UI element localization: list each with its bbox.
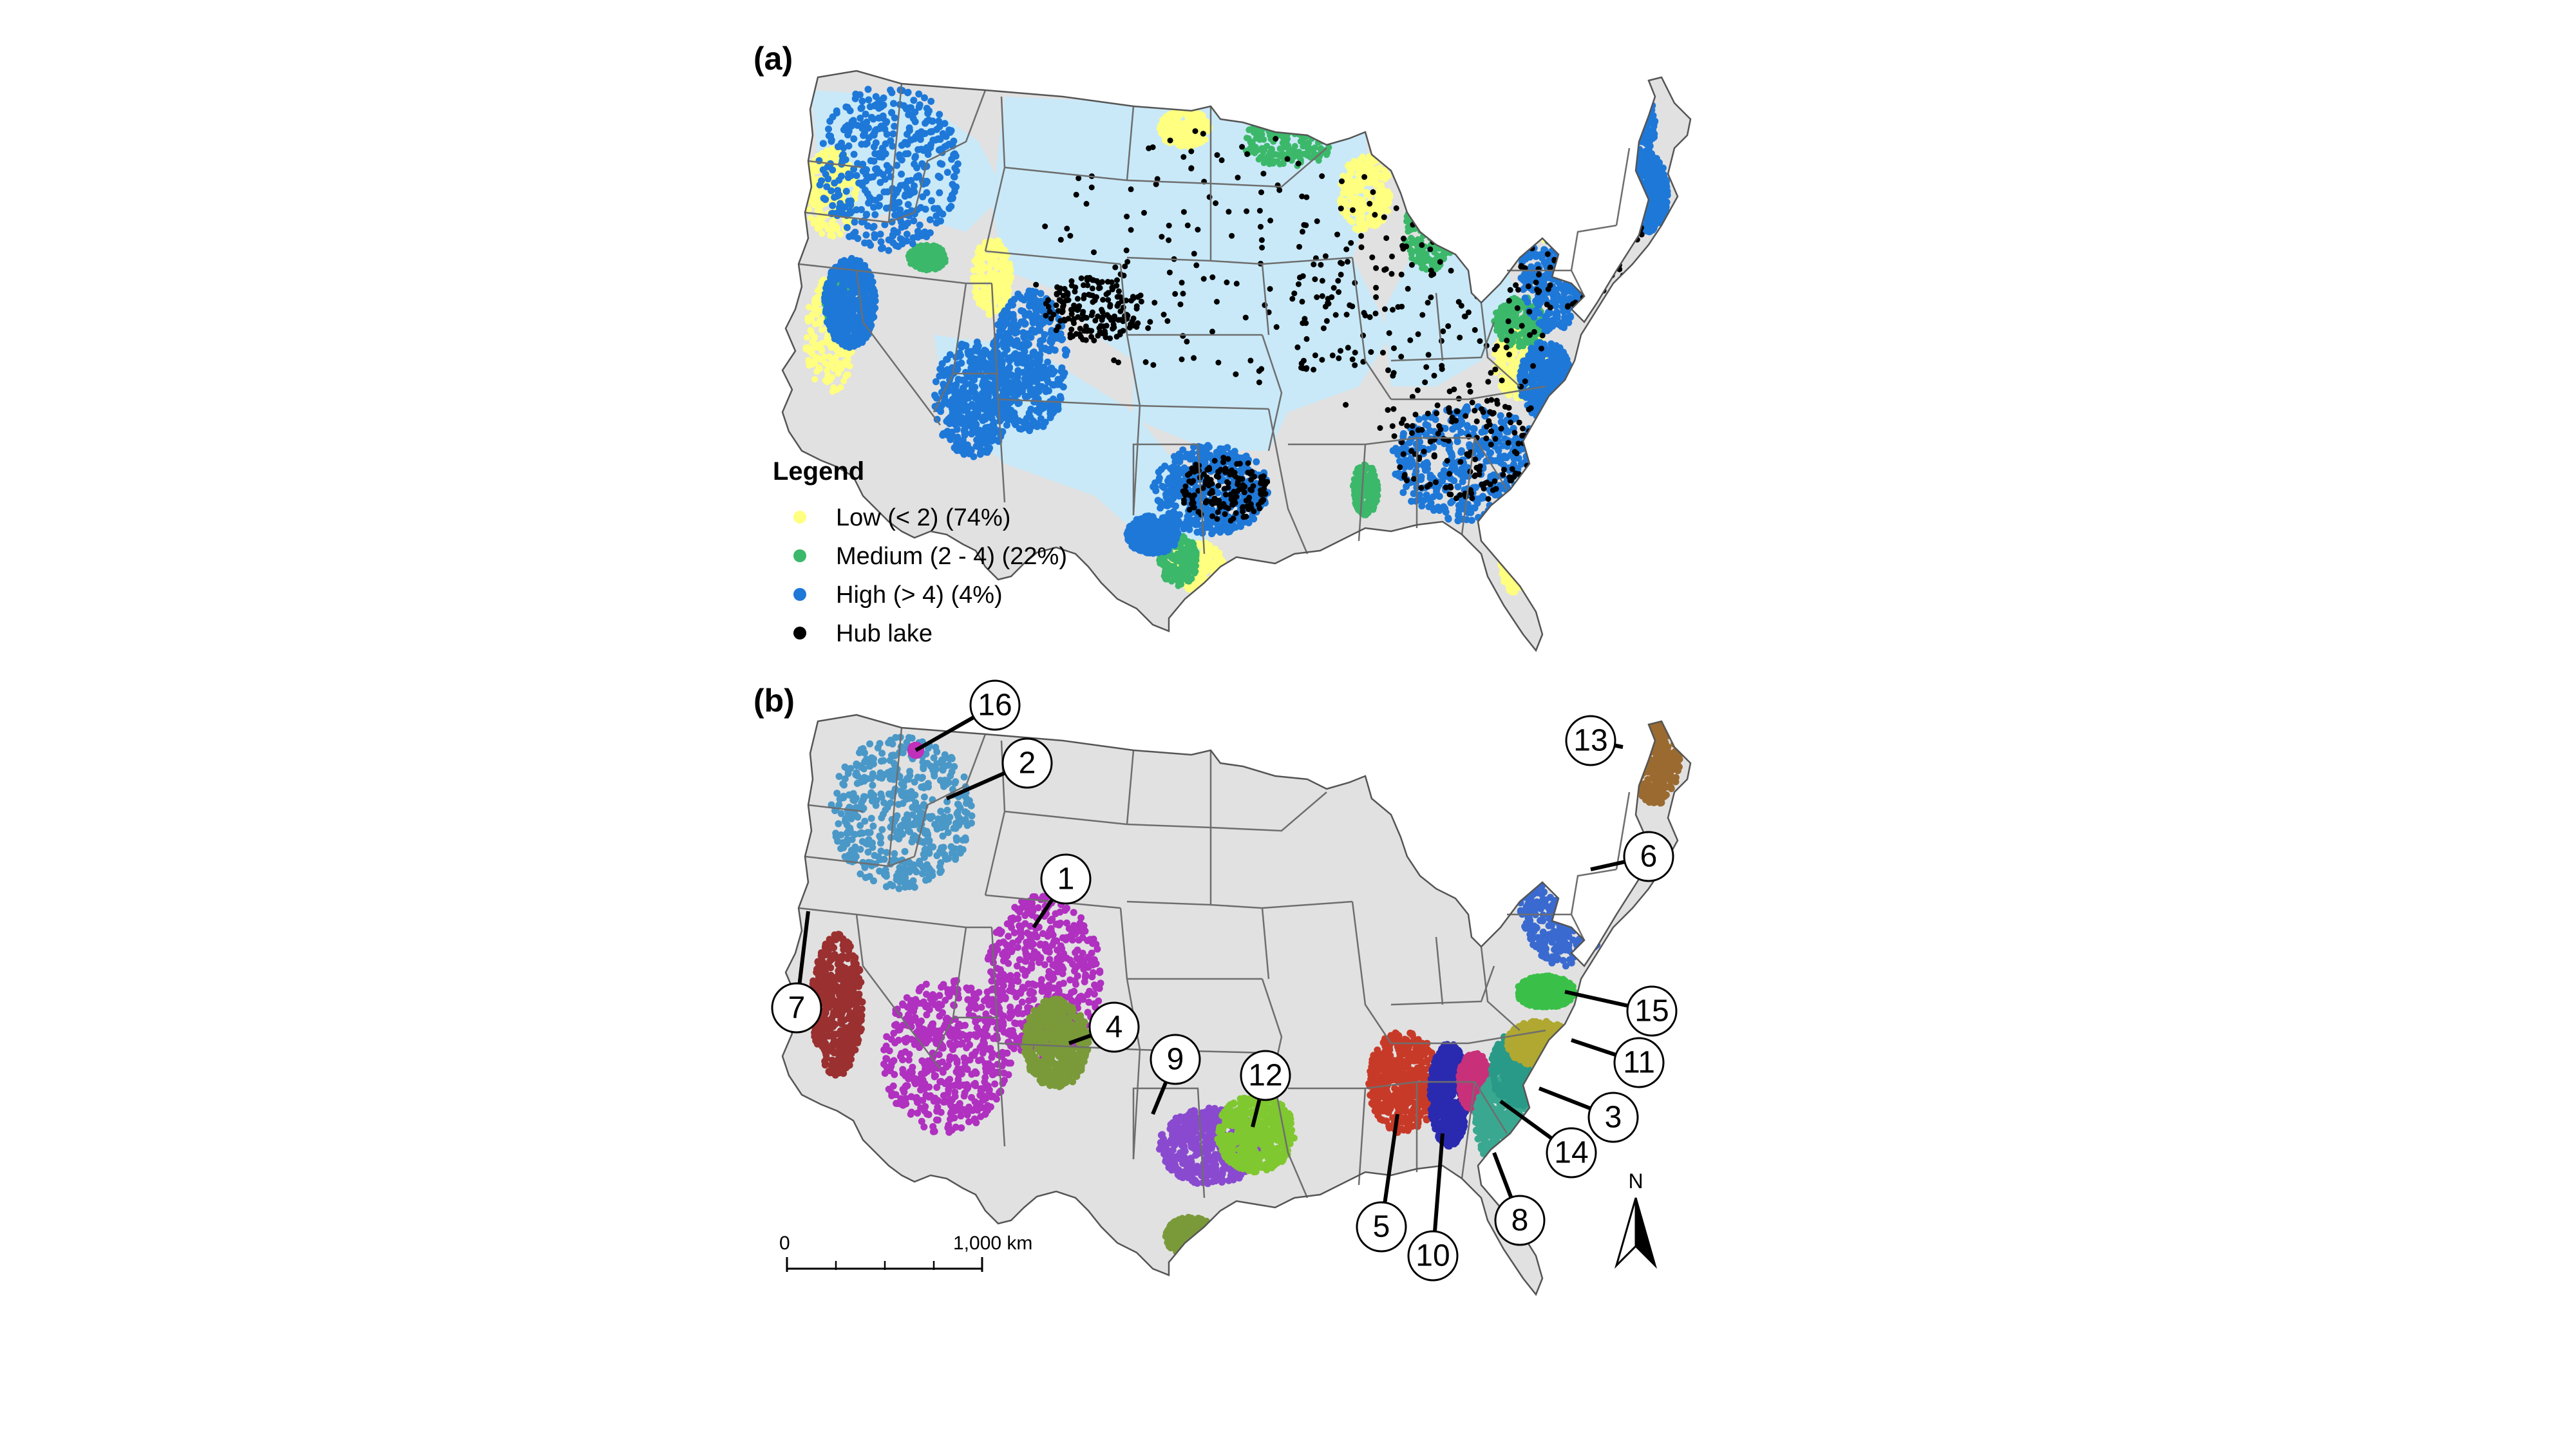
legend-label-medium: Medium (2 - 4) (22%)	[836, 543, 1067, 570]
cluster-number-circle-2	[1001, 737, 1053, 789]
cluster-number-label-11: 11	[1623, 1046, 1655, 1080]
north-arrow-icon: N	[1614, 1170, 1658, 1269]
cluster-callout-13: 13	[1565, 715, 1624, 766]
cluster-callout-12: 12	[1240, 1050, 1291, 1128]
cluster-number-circle-1	[1040, 853, 1092, 905]
cluster-number-circle-16	[969, 679, 1021, 731]
legend-label-high: High (> 4) (4%)	[836, 582, 1003, 609]
cluster-callout-3: 3	[1538, 1086, 1639, 1143]
north-label: N	[1628, 1170, 1643, 1193]
hub-dots-4	[1043, 274, 1144, 344]
cluster-number-circle-12	[1240, 1050, 1291, 1101]
cluster-callout-14: 14	[1499, 1099, 1597, 1179]
cluster-callout-5: 5	[1356, 1113, 1407, 1253]
cluster-number-label-14: 14	[1554, 1136, 1588, 1170]
cluster-callout-16: 16	[914, 679, 1021, 752]
cluster-number-circle-6	[1623, 831, 1674, 882]
cluster-15-dots-15	[1515, 972, 1578, 1010]
legend-item-high: High (> 4) (4%)	[793, 582, 1003, 609]
cluster-number-label-16: 16	[978, 688, 1012, 723]
cluster-callout-9: 9	[1150, 1034, 1201, 1115]
cluster-number-circle-8	[1494, 1195, 1546, 1246]
cluster-number-circle-11	[1613, 1037, 1665, 1088]
cluster-number-circle-9	[1150, 1034, 1201, 1085]
high-dots-3	[931, 338, 1013, 460]
high-dots-1	[821, 254, 879, 351]
cluster-callout-11: 11	[1571, 1037, 1665, 1088]
cluster-callout-1: 1	[1032, 853, 1092, 929]
cluster-number-label-6: 6	[1640, 840, 1658, 874]
legend-swatch-hub	[793, 627, 806, 639]
low-dots-4	[1337, 153, 1394, 234]
legend: Legend Low (< 2) (74%) Medium (2 - 4) (2…	[773, 457, 1067, 647]
cluster-1-dots-4	[880, 977, 1014, 1136]
low-dots-5	[1485, 100, 1579, 246]
cluster-number-label-7: 7	[788, 991, 806, 1025]
scale-start-label: 0	[779, 1233, 790, 1254]
legend-title: Legend	[773, 457, 864, 486]
cluster-number-circle-4	[1088, 1001, 1140, 1053]
cluster-number-label-1: 1	[1057, 862, 1075, 896]
legend-item-low: Low (< 2) (74%)	[793, 504, 1010, 531]
low-dots-7	[1556, 102, 1613, 158]
cluster-number-label-15: 15	[1634, 994, 1669, 1028]
cluster-7-dots-2	[808, 931, 866, 1079]
cluster-number-label-8: 8	[1511, 1204, 1529, 1238]
panel-b-label: (b)	[753, 683, 795, 719]
cluster-number-label-10: 10	[1416, 1239, 1450, 1273]
legend-swatch-low	[793, 511, 806, 524]
cluster-callout-2: 2	[945, 737, 1053, 800]
cluster-callout-15: 15	[1564, 985, 1678, 1037]
scale-end-label: 1,000 km	[953, 1233, 1032, 1254]
cluster-number-circle-14	[1546, 1127, 1597, 1179]
cluster-number-circle-7	[771, 982, 822, 1034]
cluster-number-circle-15	[1626, 985, 1678, 1037]
cluster-number-label-9: 9	[1167, 1043, 1184, 1077]
cluster-number-label-12: 12	[1248, 1059, 1282, 1093]
panel-b-map	[781, 714, 1692, 1296]
legend-label-low: Low (< 2) (74%)	[836, 504, 1010, 531]
cluster-number-circle-5	[1356, 1201, 1407, 1253]
hub-dots-5	[1180, 455, 1271, 524]
high-dots-10	[1123, 512, 1182, 557]
cluster-number-circle-3	[1587, 1092, 1639, 1143]
legend-swatch-medium	[793, 549, 806, 562]
scale-bar: 0 1,000 km	[779, 1233, 1032, 1272]
cluster-number-label-13: 13	[1573, 724, 1607, 758]
legend-label-hub: Hub lake	[836, 620, 933, 647]
panel-a-label: (a)	[753, 41, 793, 77]
cluster-number-label-5: 5	[1373, 1210, 1390, 1244]
cluster-callout-10: 10	[1407, 1133, 1459, 1282]
cluster-2-dots-0	[828, 734, 976, 893]
cluster-number-label-3: 3	[1605, 1101, 1622, 1135]
cluster-number-circle-13	[1565, 715, 1616, 766]
medium-dots-3	[1349, 461, 1381, 518]
cluster-number-circle-10	[1407, 1230, 1459, 1282]
legend-item-hub: Hub lake	[793, 620, 933, 647]
cluster-callout-7: 7	[771, 911, 822, 1034]
legend-swatch-high	[793, 588, 806, 601]
cluster-number-label-2: 2	[1019, 746, 1036, 781]
cluster-callout-4: 4	[1068, 1001, 1140, 1053]
cluster-callout-6: 6	[1590, 831, 1674, 882]
cluster-number-label-4: 4	[1106, 1010, 1123, 1045]
legend-item-medium: Medium (2 - 4) (22%)	[793, 543, 1067, 570]
high-dots-0	[815, 86, 961, 254]
cluster-callout-8: 8	[1492, 1151, 1546, 1246]
